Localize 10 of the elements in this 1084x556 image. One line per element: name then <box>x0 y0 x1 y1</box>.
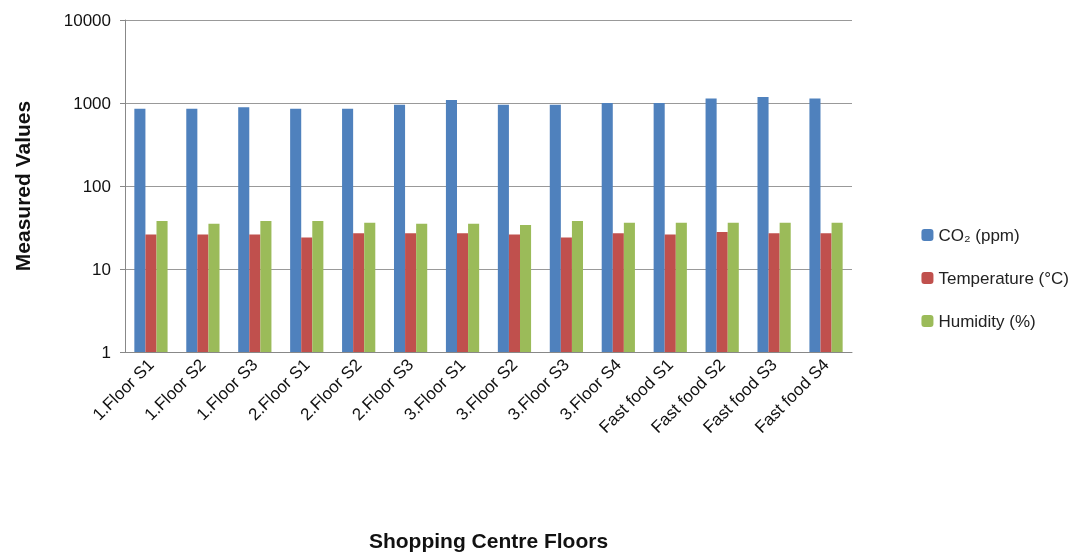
y-tick-label: 1000 <box>73 93 111 113</box>
y-axis-title: Measured Values <box>11 100 34 272</box>
x-axis-title: Shopping Centre Floors <box>368 529 609 552</box>
legend-label: Humidity (%) <box>938 311 1036 331</box>
y-tick-label: 10000 <box>63 10 111 30</box>
y-tick-label: 100 <box>82 176 111 196</box>
legend-label: CO₂ (ppm) <box>938 225 1020 245</box>
y-tick-label: 1 <box>101 342 111 362</box>
legend-label: Temperature (°C) <box>938 268 1070 288</box>
y-tick-label: 10 <box>92 259 111 279</box>
